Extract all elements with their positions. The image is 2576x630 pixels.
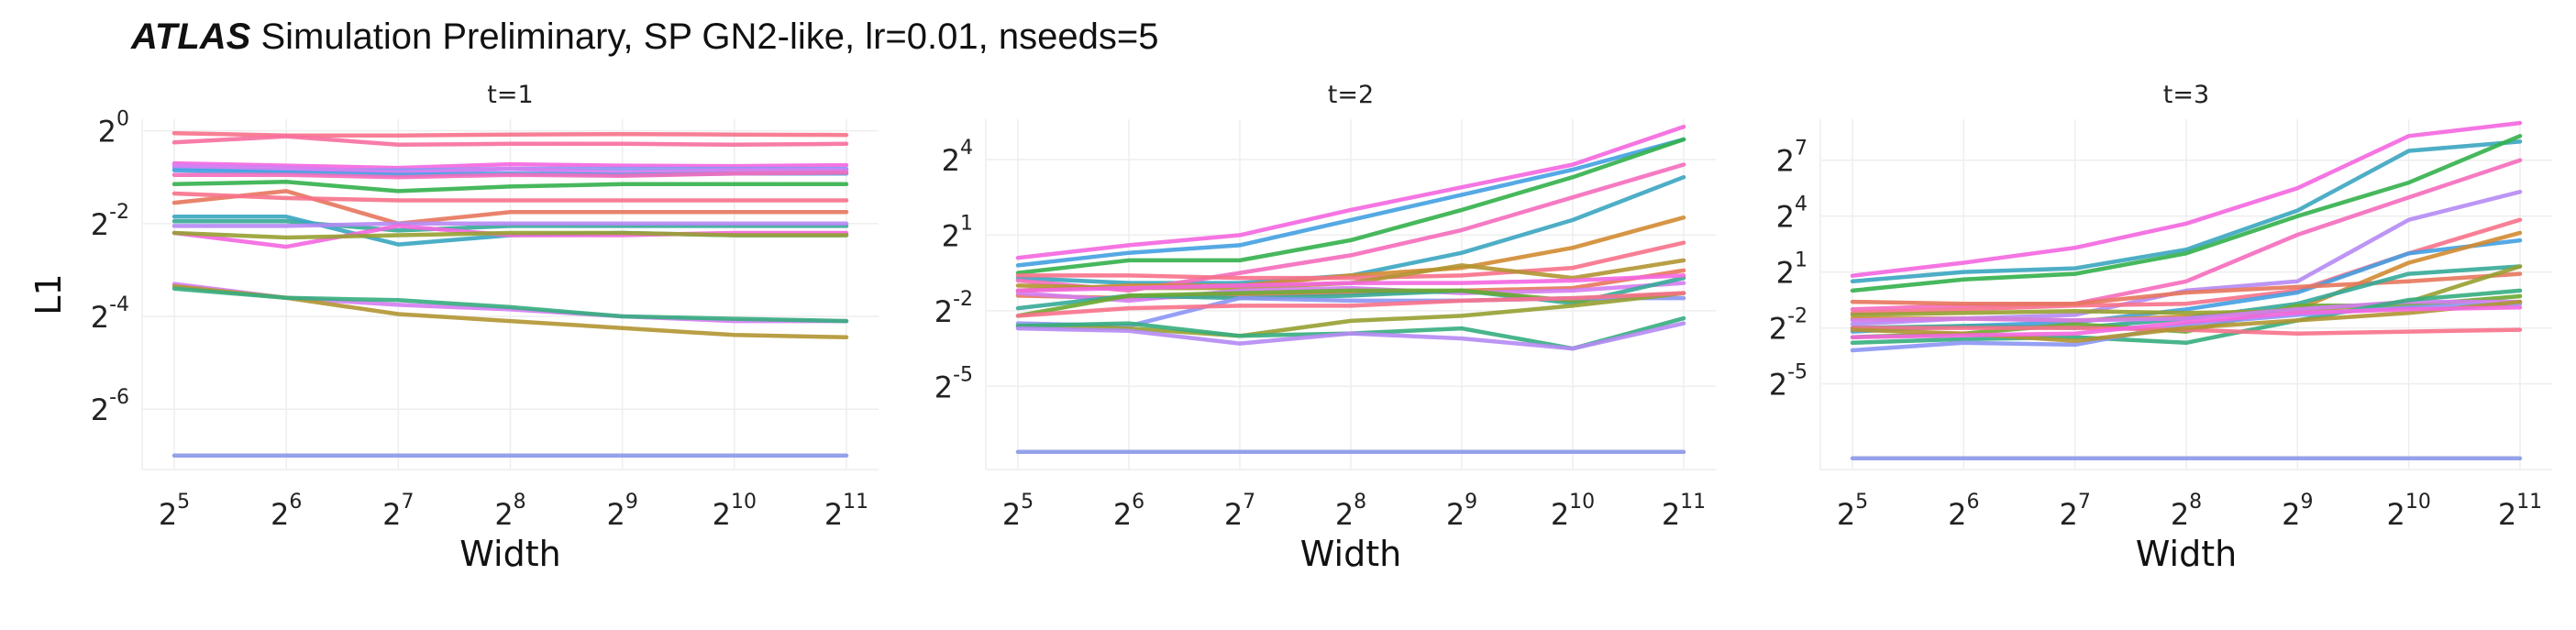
series-line-s2 [1015,137,1686,268]
series-line-s10 [171,191,849,203]
figure-title: ATLAS Simulation Preliminary, SP GN2-lik… [131,17,1158,58]
x-tick-label: 25 [1837,491,1868,532]
series-line-s18 [1850,304,2523,339]
panel-title: t=2 [1328,81,1374,109]
atlas-label: ATLAS [131,17,251,57]
x-tick-label: 27 [2059,491,2090,532]
x-tick-label: 28 [1335,491,1366,532]
y-tick-label: 2-5 [1769,361,1808,403]
x-tick-label: 25 [159,491,190,532]
series-line-s14 [1850,288,2523,346]
y-tick-label: 21 [1776,249,1808,291]
x-tick-label: 27 [1224,491,1255,532]
panel-2: t=2 24 21 2-2 2-5 25 26 27 28 29 210 211 Width [934,81,1716,574]
panel-title: t=1 [487,81,533,109]
series-line-s5 [171,163,849,175]
panel-3: t=3 27 24 21 2-2 2-5 25 26 27 28 29 210 211 Width [1769,81,2552,574]
series-line-s17 [1015,291,1686,318]
figure-title-text: Simulation Preliminary, SP GN2-like, lr=… [260,17,1159,57]
series-line-s9 [171,189,849,227]
series-line-s11 [171,219,849,233]
y-tick-label: 27 [1776,138,1808,179]
series-line-s5 [1015,162,1686,293]
series-line-s9 [1015,268,1686,301]
x-axis-label: Width [459,534,560,574]
x-tick-label: 27 [382,491,414,532]
series-line-s2 [171,134,849,148]
series-line-s16 [1015,321,1686,351]
x-axis-label: Width [1300,534,1401,574]
x-tick-label: 28 [2171,491,2202,532]
series-line-s3 [171,160,849,171]
y-tick-label: 24 [1776,193,1808,235]
series-line-s14 [1015,291,1686,338]
series-line-s9 [1850,271,2523,306]
x-tick-label: 26 [1113,491,1144,532]
y-tick-label: 2-5 [934,363,973,404]
y-tick-label: 2-2 [91,201,129,242]
x-tick-label: 211 [2498,491,2542,532]
y-tick-label: 2-2 [934,288,973,329]
series-line-s1 [1850,120,2523,278]
x-tick-label: 29 [606,491,637,532]
series-line-s3 [1850,134,2523,293]
x-tick-label: 210 [713,491,757,532]
series-line-s6 [1015,215,1686,293]
x-tick-label: 211 [1662,491,1706,532]
x-tick-label: 211 [824,491,868,532]
x-tick-label: 26 [1948,491,1979,532]
y-tick-label: 2-6 [91,386,129,427]
series-line-s18 [171,286,849,324]
series-line-s15 [171,230,849,240]
series-line-s3 [1015,137,1686,275]
x-tick-label: 25 [1002,491,1034,532]
x-tick-label: 28 [494,491,525,532]
series-line-s8 [171,180,849,193]
series-line-s7 [1015,240,1686,281]
y-tick-label: 21 [942,212,973,253]
series-line-s10 [1015,281,1686,304]
y-tick-label: 2-4 [91,293,129,335]
series-line-s18 [1015,273,1686,293]
y-axis-label: L1 [28,273,69,315]
x-tick-label: 210 [2386,491,2430,532]
panel-title: t=3 [2163,81,2209,109]
x-tick-label: 26 [271,491,302,532]
series-line-s7 [171,170,849,180]
y-tick-label: 24 [942,137,973,178]
x-tick-label: 210 [1551,491,1595,532]
x-tick-label: 29 [2282,491,2313,532]
y-tick-label: 2-2 [1769,305,1808,347]
x-axis-label: Width [2136,534,2237,574]
series-line-s2 [1850,139,2523,284]
series-line-s13 [171,221,849,228]
series-line-s14 [171,224,849,249]
panel-1: t=1 20 2-2 2-4 2-6 25 26 27 28 29 210 211 Width L1 [28,81,879,574]
series-line-s1 [1015,124,1686,260]
series-line-s12 [1015,288,1686,318]
x-tick-label: 29 [1446,491,1477,532]
y-tick-label: 20 [98,108,129,149]
